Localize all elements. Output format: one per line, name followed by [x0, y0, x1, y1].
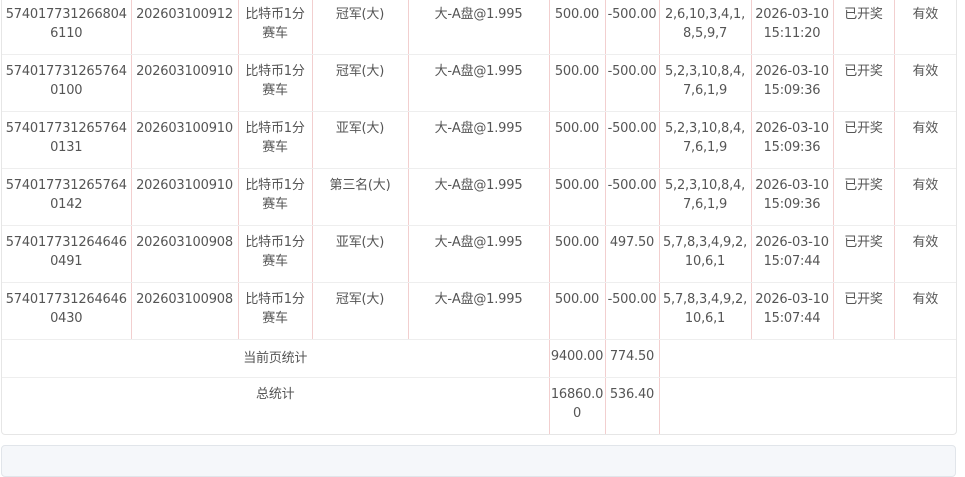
cell-win-loss: 497.50 — [605, 225, 660, 283]
cell-draw-status: 已开奖 — [833, 111, 895, 169]
cell-amount: 500.00 — [549, 168, 606, 226]
cell-draw-status: 已开奖 — [833, 0, 895, 55]
total-summary-row: 总统计 16860.00 536.40 — [2, 377, 956, 435]
cell-result: 5,2,3,10,8,4,7,6,1,9 — [659, 168, 752, 226]
cell-draw-status: 已开奖 — [833, 282, 895, 340]
table-row: 5740177312646460491 202603100908 比特币1分赛车 亚军… — [2, 225, 956, 283]
cell-order-no: 5740177312657640100 — [2, 54, 132, 112]
cell-issue: 202603100908 — [131, 282, 239, 340]
empty-cell — [659, 378, 956, 435]
cell-draw-status: 已开奖 — [833, 225, 895, 283]
table-row: 5740177312657640131 202603100910 比特币1分赛车 亚军… — [2, 111, 956, 169]
cell-play: 亚军(大) — [312, 225, 409, 283]
cell-play: 第三名(大) — [312, 168, 409, 226]
cell-bet: 大-A盘@1.995 — [408, 111, 550, 169]
cell-result: 5,7,8,3,4,9,2,10,6,1 — [659, 282, 752, 340]
cell-bet: 大-A盘@1.995 — [408, 0, 550, 55]
total-summary-amount: 16860.00 — [549, 377, 606, 434]
cell-draw-status: 已开奖 — [833, 168, 895, 226]
cell-win-loss: -500.00 — [605, 0, 660, 55]
cell-status: 有效 — [894, 54, 956, 112]
cell-game: 比特币1分赛车 — [238, 54, 313, 112]
cell-time: 2026-03-10 15:09:36 — [751, 168, 834, 226]
cell-amount: 500.00 — [549, 54, 606, 112]
cell-time: 2026-03-10 15:07:44 — [751, 282, 834, 340]
cell-time: 2026-03-10 15:09:36 — [751, 54, 834, 112]
cell-win-loss: -500.00 — [605, 54, 660, 112]
cell-bet: 大-A盘@1.995 — [408, 168, 550, 226]
cell-play: 冠军(大) — [312, 282, 409, 340]
page-summary-win-loss: 774.50 — [605, 339, 660, 378]
cell-play: 冠军(大) — [312, 54, 409, 112]
cell-bet: 大-A盘@1.995 — [408, 54, 550, 112]
cell-win-loss: -500.00 — [605, 111, 660, 169]
cell-game: 比特币1分赛车 — [238, 111, 313, 169]
cell-status: 有效 — [894, 168, 956, 226]
cell-time: 2026-03-10 15:11:20 — [751, 0, 834, 55]
cell-result: 5,2,3,10,8,4,7,6,1,9 — [659, 111, 752, 169]
cell-issue: 202603100910 — [131, 54, 239, 112]
cell-result: 2,6,10,3,4,1,8,5,9,7 — [659, 0, 752, 55]
cell-result: 5,2,3,10,8,4,7,6,1,9 — [659, 54, 752, 112]
cell-game: 比特币1分赛车 — [238, 282, 313, 340]
cell-bet: 大-A盘@1.995 — [408, 282, 550, 340]
cell-win-loss: -500.00 — [605, 168, 660, 226]
cell-game: 比特币1分赛车 — [238, 168, 313, 226]
cell-game: 比特币1分赛车 — [238, 0, 313, 55]
cell-issue: 202603100910 — [131, 111, 239, 169]
page-summary-row: 当前页统计 9400.00 774.50 — [2, 339, 956, 378]
page-summary-label: 当前页统计 — [2, 339, 550, 378]
bet-records-table: 5740177312668046110 202603100912 比特币1分赛车 冠军… — [1, 0, 957, 435]
pagination-panel — [1, 445, 956, 477]
cell-amount: 500.00 — [549, 225, 606, 283]
cell-game: 比特币1分赛车 — [238, 225, 313, 283]
empty-cell — [659, 339, 956, 378]
total-summary-label: 总统计 — [2, 377, 550, 434]
cell-result: 5,7,8,3,4,9,2,10,6,1 — [659, 225, 752, 283]
cell-amount: 500.00 — [549, 0, 606, 55]
cell-issue: 202603100908 — [131, 225, 239, 283]
cell-play: 亚军(大) — [312, 111, 409, 169]
total-summary-win-loss: 536.40 — [605, 377, 660, 434]
cell-status: 有效 — [894, 282, 956, 340]
cell-order-no: 5740177312657640131 — [2, 111, 132, 169]
page-summary-amount: 9400.00 — [549, 339, 606, 378]
cell-draw-status: 已开奖 — [833, 54, 895, 112]
cell-time: 2026-03-10 15:07:44 — [751, 225, 834, 283]
cell-issue: 202603100912 — [131, 0, 239, 55]
cell-play: 冠军(大) — [312, 0, 409, 55]
cell-bet: 大-A盘@1.995 — [408, 225, 550, 283]
cell-order-no: 5740177312646460430 — [2, 282, 132, 340]
table-row: 5740177312646460430 202603100908 比特币1分赛车 冠军… — [2, 282, 956, 340]
cell-status: 有效 — [894, 0, 956, 55]
cell-issue: 202603100910 — [131, 168, 239, 226]
cell-order-no: 5740177312668046110 — [2, 0, 132, 55]
cell-amount: 500.00 — [549, 282, 606, 340]
table-row: 5740177312668046110 202603100912 比特币1分赛车 冠军… — [2, 0, 956, 55]
table-row: 5740177312657640142 202603100910 比特币1分赛车 第三… — [2, 168, 956, 226]
cell-win-loss: -500.00 — [605, 282, 660, 340]
cell-status: 有效 — [894, 111, 956, 169]
cell-order-no: 5740177312657640142 — [2, 168, 132, 226]
cell-order-no: 5740177312646460491 — [2, 225, 132, 283]
cell-time: 2026-03-10 15:09:36 — [751, 111, 834, 169]
cell-amount: 500.00 — [549, 111, 606, 169]
cell-status: 有效 — [894, 225, 956, 283]
table-row: 5740177312657640100 202603100910 比特币1分赛车 冠军… — [2, 54, 956, 112]
